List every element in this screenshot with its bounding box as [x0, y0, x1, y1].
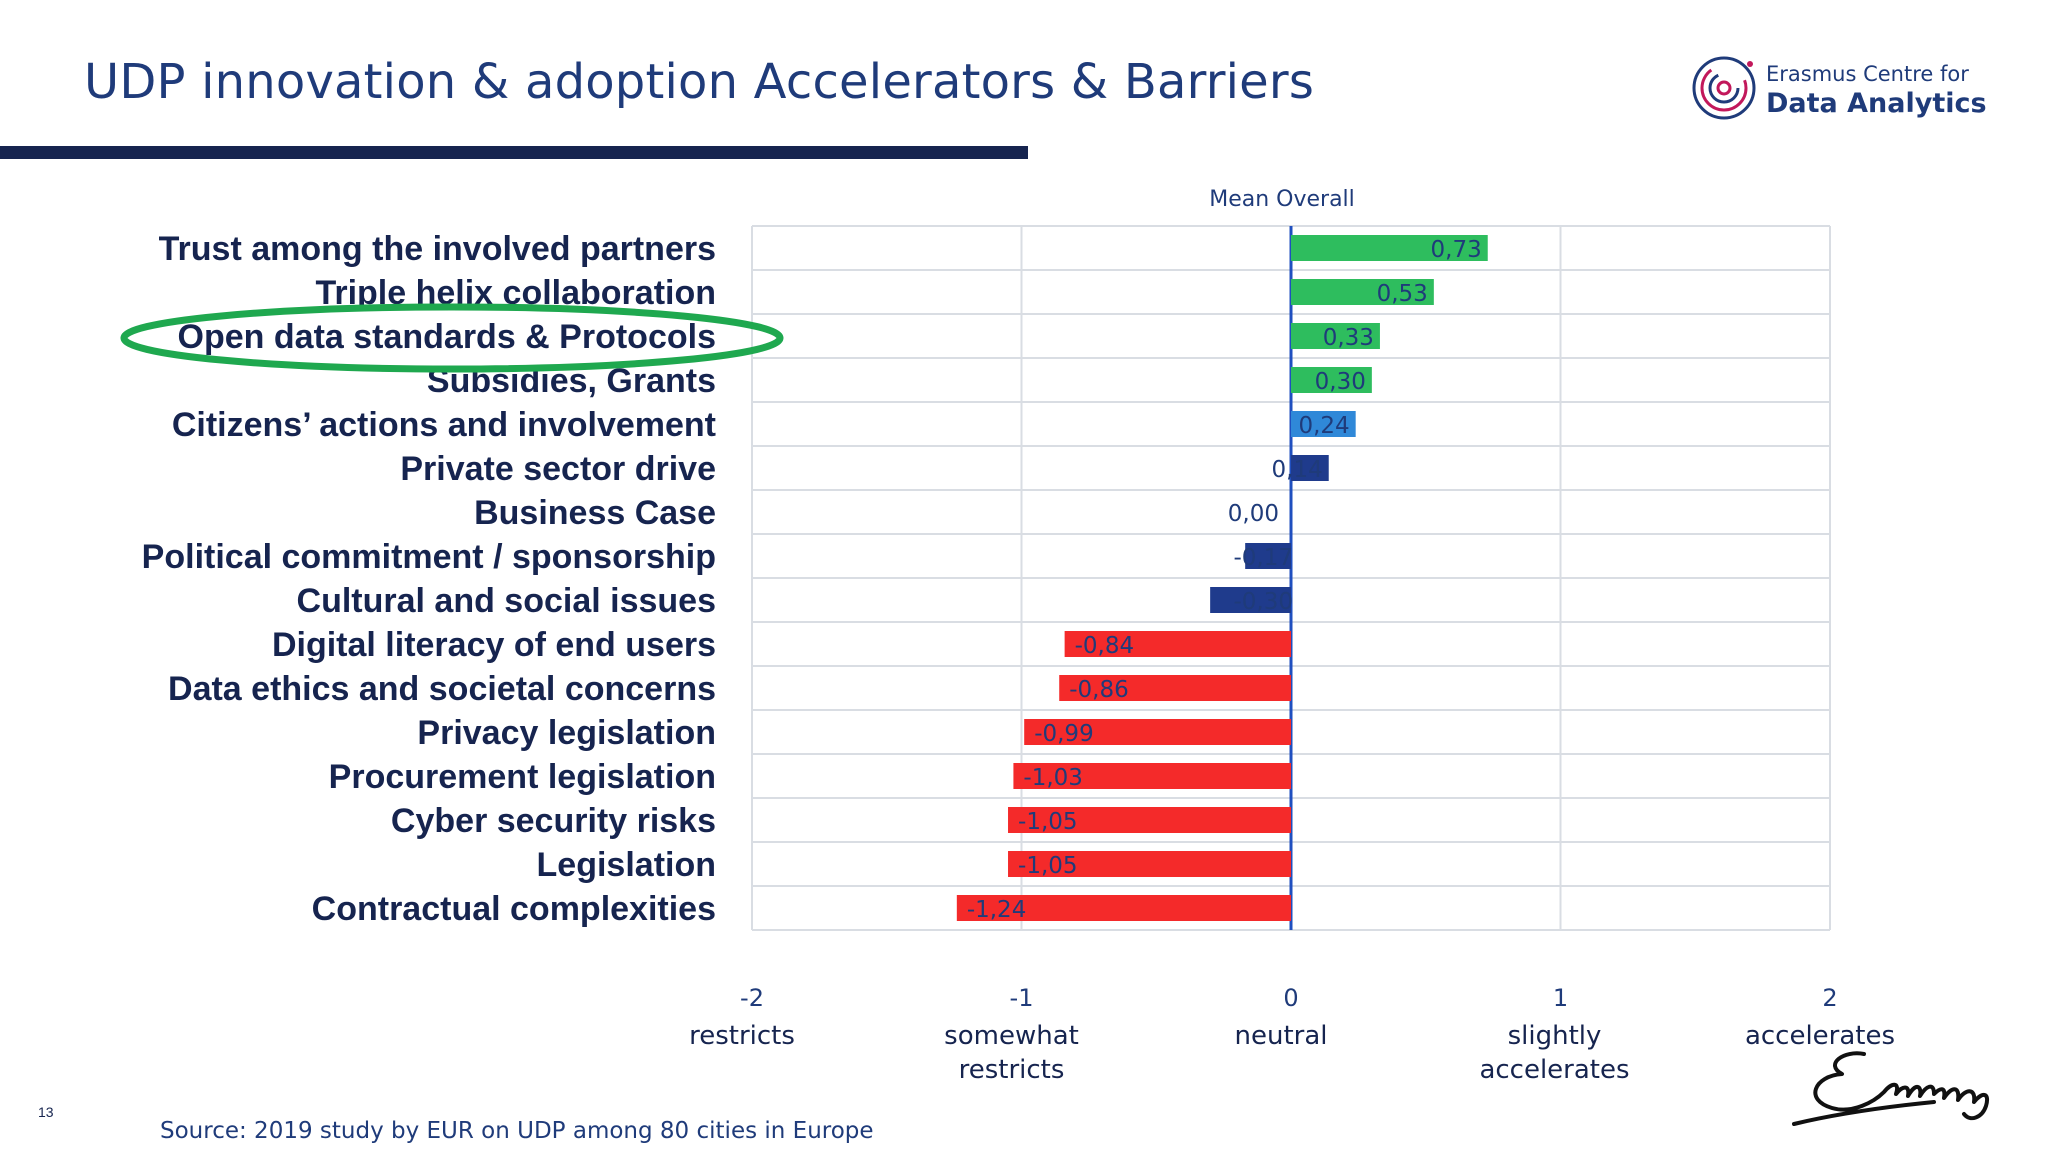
- category-label: Political commitment / sponsorship: [142, 538, 716, 576]
- category-label: Legislation: [537, 846, 716, 884]
- bar: [1291, 323, 1380, 349]
- category-label: Digital literacy of end users: [272, 626, 716, 664]
- data-label: 0,24: [1298, 413, 1349, 439]
- category-label: Contractual complexities: [312, 890, 716, 928]
- x-tick-label: -2: [740, 984, 764, 1012]
- bar: [956, 895, 1291, 921]
- x-tick-label: -1: [1010, 984, 1034, 1012]
- bar: [1210, 587, 1291, 613]
- category-label: Trust among the involved partners: [159, 230, 716, 268]
- x-axis-description: accelerates: [1479, 1055, 1629, 1085]
- bar: [1013, 763, 1291, 789]
- series-name-label: Mean Overall: [1209, 187, 1355, 212]
- data-label: 0,00: [1228, 501, 1279, 527]
- bar: [1008, 851, 1291, 877]
- data-label: -0,30: [1233, 589, 1293, 615]
- data-label: 0,30: [1315, 369, 1366, 395]
- category-label: Cyber security risks: [391, 802, 716, 840]
- category-label: Business Case: [474, 494, 716, 532]
- category-label: Cultural and social issues: [297, 582, 716, 620]
- category-label: Procurement legislation: [329, 758, 716, 796]
- bar: [1291, 367, 1372, 393]
- data-label: 0,73: [1431, 237, 1482, 263]
- data-label: -0,86: [1069, 677, 1129, 703]
- slide-title: UDP innovation & adoption Accelerators &…: [84, 54, 1315, 110]
- data-label: 0,14: [1272, 457, 1323, 483]
- bar: [1291, 235, 1488, 261]
- category-label: Private sector drive: [400, 450, 716, 488]
- data-label: -0,99: [1034, 721, 1094, 747]
- x-axis-description: restricts: [959, 1055, 1065, 1085]
- data-label: -0,17: [1233, 545, 1293, 571]
- bar: [1291, 279, 1434, 305]
- data-label: -1,03: [1023, 765, 1083, 791]
- x-axis-description: somewhat: [944, 1021, 1079, 1051]
- x-axis-description: accelerates: [1745, 1021, 1895, 1051]
- erasmus-signature-logo: [1792, 1051, 1989, 1126]
- erasmus-logo: Erasmus Centre for Data Analytics: [1688, 48, 1988, 128]
- page-number: 13: [38, 1104, 54, 1120]
- data-label: -0,84: [1075, 633, 1135, 659]
- logo-line-1: Erasmus Centre for: [1766, 62, 1969, 86]
- bar: [1008, 807, 1291, 833]
- data-label: 0,33: [1323, 325, 1374, 351]
- data-label: -1,05: [1018, 809, 1078, 835]
- chart-bars: [956, 235, 1488, 921]
- x-tick-label: 0: [1283, 984, 1298, 1012]
- x-axis-description: restricts: [689, 1021, 795, 1051]
- category-label: Open data standards & Protocols: [178, 318, 716, 356]
- x-tick-label: 2: [1822, 984, 1837, 1012]
- bar: [1024, 719, 1291, 745]
- category-label: Data ethics and societal concerns: [168, 670, 716, 708]
- title-underline-bar: [0, 146, 1028, 159]
- chart-labels: Trust among the involved partnersTriple …: [142, 230, 1895, 1085]
- x-axis-description: slightly: [1508, 1021, 1602, 1051]
- category-label: Privacy legislation: [417, 714, 716, 752]
- bar: [1291, 411, 1356, 437]
- x-axis-description: neutral: [1235, 1021, 1328, 1051]
- highlight-ellipse: [120, 303, 784, 373]
- logo-line-2: Data Analytics: [1766, 88, 1987, 119]
- data-label: 0,53: [1377, 281, 1428, 307]
- bar: [1291, 455, 1329, 481]
- data-label: -1,05: [1018, 853, 1078, 879]
- category-label: Citizens’ actions and involvement: [172, 406, 716, 444]
- source-note: Source: 2019 study by EUR on UDP among 8…: [160, 1118, 874, 1144]
- logo-swirl-icon: [1692, 56, 1756, 120]
- bar: [1059, 675, 1291, 701]
- x-tick-label: 1: [1553, 984, 1568, 1012]
- bar: [1064, 631, 1291, 657]
- bar: [1245, 543, 1291, 569]
- data-label: -1,24: [967, 897, 1027, 923]
